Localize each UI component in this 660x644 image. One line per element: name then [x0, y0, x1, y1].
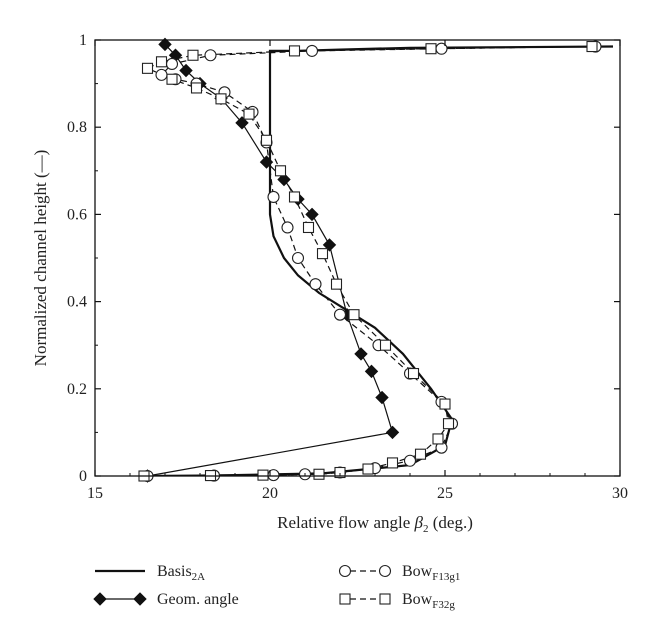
legend-marker	[339, 593, 351, 605]
data-point-s4	[215, 93, 227, 105]
legend-item-1: Basis2A	[95, 563, 205, 583]
series-line-3	[147, 45, 596, 476]
data-point-s4	[260, 134, 273, 146]
data-point-s4	[141, 62, 154, 74]
data-point-s4	[288, 191, 301, 203]
data-point-s2	[158, 37, 172, 52]
data-point-s3	[204, 49, 217, 62]
series-line-1	[147, 45, 614, 476]
data-point-s4	[425, 43, 437, 55]
y-tick-label: 0	[79, 468, 87, 485]
legend-label: Basis2A	[157, 563, 205, 583]
data-point-s2	[322, 238, 337, 252]
legend-label: BowF32g	[402, 591, 455, 611]
data-point-s2	[235, 116, 249, 130]
y-tick-label: 0.6	[67, 206, 87, 223]
data-point-s4	[386, 457, 399, 469]
legend-item-4: BowF32g	[339, 591, 455, 611]
series-group	[143, 43, 614, 476]
x-tick-label: 30	[612, 485, 628, 502]
data-point-s2	[259, 155, 274, 169]
series-line-4	[143, 45, 593, 476]
data-point-s4	[243, 108, 255, 120]
data-point-s2	[354, 347, 368, 361]
x-tick-label: 15	[87, 485, 103, 502]
x-tick-label: 20	[262, 485, 278, 502]
data-point-s3	[267, 190, 280, 204]
y-axis-label: Normalized channel height (—)	[31, 150, 50, 367]
legend-marker	[378, 564, 392, 578]
legend-item-2: Geom. angle	[93, 591, 239, 608]
data-point-s4	[586, 40, 598, 53]
legend-marker	[133, 592, 147, 606]
data-point-s2	[305, 207, 319, 222]
data-point-s4	[274, 165, 287, 177]
data-point-s2	[179, 63, 193, 78]
data-point-s4	[379, 339, 392, 351]
axes	[94, 39, 621, 477]
legend-marker	[379, 593, 391, 605]
data-point-s4	[155, 56, 168, 68]
plot-area	[138, 37, 614, 483]
legend-label: BowF13g1	[402, 563, 460, 583]
data-point-s3	[309, 278, 322, 291]
data-point-s3	[165, 57, 179, 71]
data-point-s4	[187, 49, 199, 61]
legend-item-3: BowF13g1	[338, 563, 460, 583]
x-tick-label: 25	[437, 485, 453, 502]
legend-label: Geom. angle	[157, 591, 239, 608]
data-point-s4	[313, 468, 325, 480]
data-point-s4	[330, 278, 343, 290]
data-point-s2	[385, 425, 400, 440]
y-tick-label: 0.4	[67, 294, 87, 311]
data-point-s4	[442, 418, 455, 430]
data-point-s3	[403, 454, 417, 467]
legend: Basis2A Geom. angle BowF13g1 BowF32g	[93, 563, 460, 611]
data-point-s4	[190, 82, 203, 94]
y-tick-label: 0.2	[67, 381, 87, 398]
x-axis-label: Relative flow angle β2 (deg.)	[277, 513, 473, 535]
data-point-s4	[288, 45, 301, 57]
data-point-s4	[439, 398, 451, 410]
data-point-s4	[257, 469, 269, 481]
data-point-s3	[291, 251, 305, 265]
data-point-s3	[305, 44, 319, 57]
data-point-s2	[364, 364, 379, 379]
data-point-s4	[348, 309, 360, 321]
legend-marker	[338, 564, 352, 578]
data-point-s3	[333, 308, 347, 321]
data-point-s4	[432, 433, 444, 445]
data-point-s4	[316, 248, 329, 260]
data-point-s3	[155, 68, 168, 81]
y-tick-label: 1	[79, 32, 87, 49]
data-point-s2	[375, 390, 389, 405]
y-tick-label: 0.8	[67, 119, 87, 136]
data-point-s4	[362, 463, 374, 475]
data-point-s4	[414, 448, 427, 460]
legend-marker	[93, 592, 107, 606]
data-point-s4	[407, 367, 420, 380]
plot-frame	[94, 39, 621, 477]
data-point-s4	[334, 466, 346, 479]
data-point-s4	[302, 221, 315, 234]
data-point-s2	[277, 172, 291, 187]
data-point-s4	[166, 73, 178, 85]
tick-labels: 15 20 25 30 0 0.2 0.4 0.6 0.8 1	[67, 32, 628, 502]
data-point-s3	[281, 221, 294, 234]
